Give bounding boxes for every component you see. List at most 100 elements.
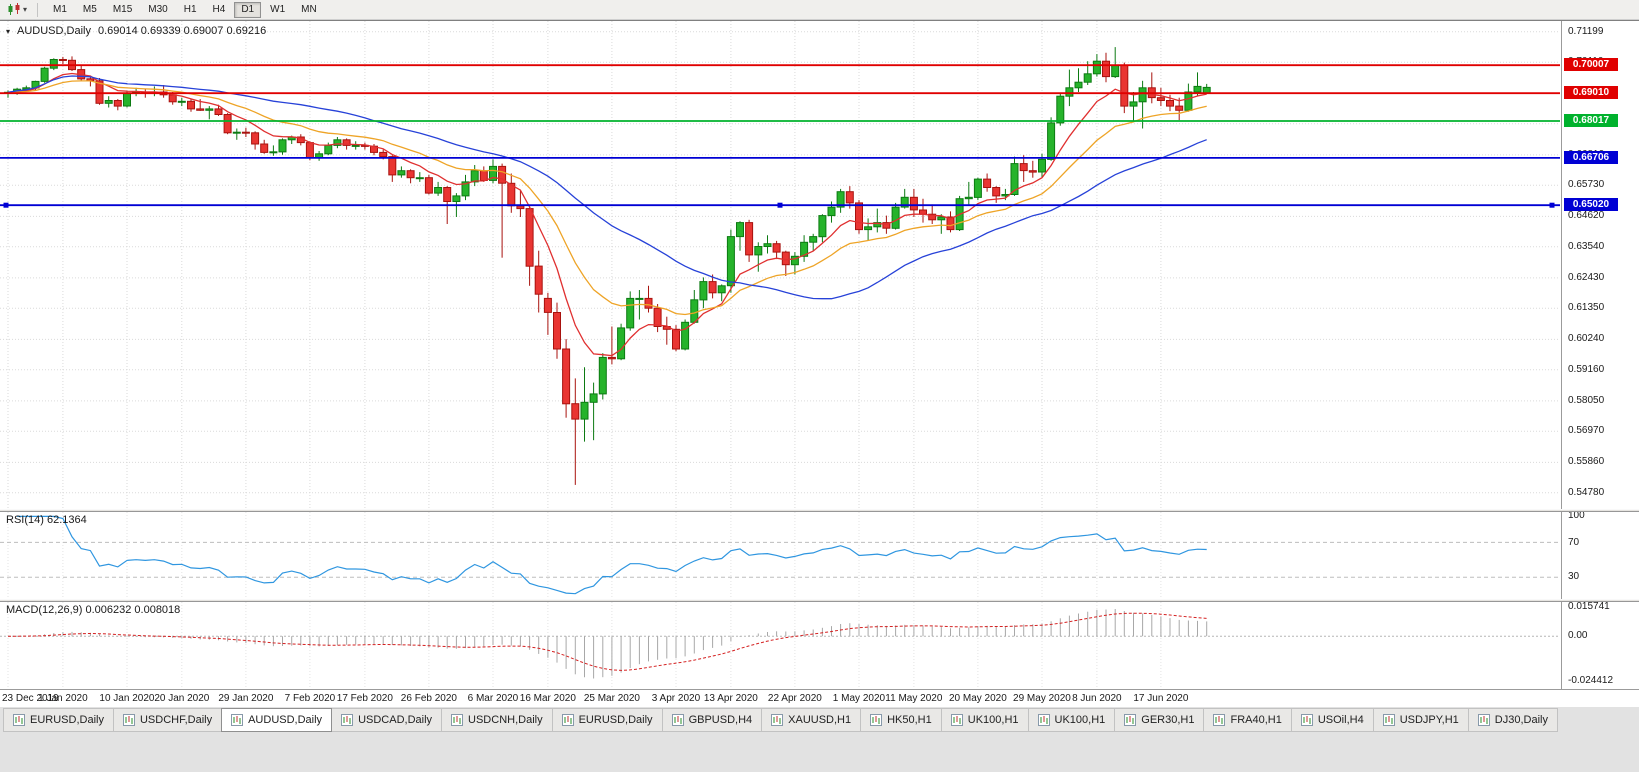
chart-icon xyxy=(950,714,963,726)
date-tick-label: 29 May 2020 xyxy=(1013,693,1071,704)
timeframe-selector: M1 M5 M15 M30 H1 H4 D1 W1 MN xyxy=(45,1,325,18)
chart-icon xyxy=(1124,714,1137,726)
date-tick-label: 1 May 2020 xyxy=(832,693,886,704)
chart-tab-label: XAUUSD,H1 xyxy=(788,714,852,726)
chart-symbol-label: AUDUSD,Daily xyxy=(17,25,91,37)
rsi-axis-label: 70 xyxy=(1568,536,1580,548)
chart-tab-label: USOil,H4 xyxy=(1317,714,1364,726)
date-tick-label: 26 Feb 2020 xyxy=(400,693,457,704)
date-tick-label: 10 Jan 2020 xyxy=(99,693,155,704)
chart-tab-xauusd-h1[interactable]: XAUUSD,H1 xyxy=(761,708,862,732)
chart-tab-ger30-h1[interactable]: GER30,H1 xyxy=(1114,708,1205,732)
rsi-label: RSI(14) 62.1364 xyxy=(6,514,87,526)
date-tick-label: 8 Jun 2020 xyxy=(1072,693,1122,704)
date-tick-label: 16 Mar 2020 xyxy=(519,693,576,704)
axis-price-label: 0.58050 xyxy=(1568,394,1605,406)
date-tick-label: 29 Jan 2020 xyxy=(218,693,274,704)
macd-axis-label: -0.024412 xyxy=(1568,675,1614,687)
axis-price-label: 0.54780 xyxy=(1568,486,1605,498)
chart-tab-label: USDCAD,Daily xyxy=(358,714,433,726)
macd-axis-label: 0.015741 xyxy=(1568,601,1610,613)
chart-tab-audusd-daily[interactable]: AUDUSD,Daily xyxy=(221,708,333,732)
chart-icon xyxy=(1213,714,1226,726)
timeframe-button-d1[interactable]: D1 xyxy=(234,1,262,18)
chart-icon xyxy=(451,714,464,726)
chart-tab-hk50-h1[interactable]: HK50,H1 xyxy=(860,708,942,732)
chart-tab-label: USDCHF,Daily xyxy=(139,714,213,726)
chart-tab-usoil-h4[interactable]: USOil,H4 xyxy=(1290,708,1374,732)
timeframe-button-h4[interactable]: H4 xyxy=(212,3,226,15)
date-tick-label: 17 Jun 2020 xyxy=(1133,693,1189,704)
axis-price-label: 0.55860 xyxy=(1568,456,1605,468)
chart-tab-uk100-h1[interactable]: UK100,H1 xyxy=(1027,708,1116,732)
timeframe-button-mn[interactable]: MN xyxy=(301,3,317,15)
timeframe-button-h1[interactable]: H1 xyxy=(183,3,197,15)
chart-title: ▾ AUDUSD,Daily 0.69014 0.69339 0.69007 0… xyxy=(6,25,266,37)
time-axis[interactable]: 23 Dec 2019 1 Jan 2020 10 Jan 2020 20 Jan 2… xyxy=(0,689,1639,707)
axis-price-label: 0.59160 xyxy=(1568,363,1605,375)
chart-tab-label: GER30,H1 xyxy=(1141,714,1195,726)
date-tick-label: 1 Jan 2020 xyxy=(38,693,88,704)
price-line-badge: 0.68017 xyxy=(1564,114,1618,127)
chart-tab-usdcnh-daily[interactable]: USDCNH,Daily xyxy=(441,708,553,732)
panel-divider[interactable] xyxy=(0,599,1639,602)
price-axis[interactable]: 0.711990.701100.690000.679200.668100.657… xyxy=(1561,21,1639,689)
chart-tab-eurusd-daily[interactable]: EURUSD,Daily xyxy=(551,708,663,732)
main-price-chart[interactable] xyxy=(0,21,1560,509)
macd-indicator-chart[interactable] xyxy=(0,602,1560,689)
chart-tab-label: EURUSD,Daily xyxy=(30,714,104,726)
rsi-axis-label: 30 xyxy=(1568,571,1580,583)
chart-tab-gbpusd-h4[interactable]: GBPUSD,H4 xyxy=(661,708,763,732)
axis-price-label: 0.63540 xyxy=(1568,240,1605,252)
timeframe-button-w1[interactable]: W1 xyxy=(270,3,286,15)
macd-label: MACD(12,26,9) 0.006232 0.008018 xyxy=(6,604,181,616)
panel-divider[interactable] xyxy=(0,509,1639,512)
chart-tab-label: USDJPY,H1 xyxy=(1399,714,1459,726)
candlestick-chart-icon xyxy=(8,3,20,15)
status-area xyxy=(0,732,1639,772)
chart-tab-label: HK50,H1 xyxy=(887,714,932,726)
axis-price-label: 0.56970 xyxy=(1568,425,1605,437)
chart-tab-label: USDCNH,Daily xyxy=(468,714,543,726)
chart-tab-dj30-daily[interactable]: DJ30,Daily xyxy=(1467,708,1558,732)
chart-tab-usdcad-daily[interactable]: USDCAD,Daily xyxy=(331,708,443,732)
date-tick-label: 13 Apr 2020 xyxy=(703,693,758,704)
chart-tab-label: UK100,H1 xyxy=(1054,714,1106,726)
chart-icon xyxy=(870,714,883,726)
timeframe-button-m30[interactable]: M30 xyxy=(148,3,168,15)
price-line-badge: 0.66706 xyxy=(1564,150,1618,164)
axis-price-label: 0.64620 xyxy=(1568,210,1605,222)
chart-icon xyxy=(122,714,135,726)
chart-icon xyxy=(671,714,684,726)
rsi-indicator-chart[interactable] xyxy=(0,512,1560,599)
chart-icon xyxy=(561,714,574,726)
timeframe-button-m1[interactable]: M1 xyxy=(53,3,67,15)
chart-tab-label: EURUSD,Daily xyxy=(578,714,653,726)
chart-tab-usdchf-daily[interactable]: USDCHF,Daily xyxy=(112,708,223,732)
chart-tab-usdjpy-h1[interactable]: USDJPY,H1 xyxy=(1372,708,1469,732)
timeframe-button-m15[interactable]: M15 xyxy=(112,3,133,15)
axis-price-label: 0.60240 xyxy=(1568,333,1605,345)
axis-price-label: 0.61350 xyxy=(1568,302,1605,314)
chart-type-button[interactable]: ▾ xyxy=(4,2,30,17)
date-tick-label: 3 Apr 2020 xyxy=(651,693,701,704)
chart-toolbar: ▾ M1 M5 M15 M30 H1 H4 D1 W1 MN xyxy=(0,0,1639,20)
date-tick-label: 20 May 2020 xyxy=(948,693,1007,704)
chart-tab-eurusd-daily[interactable]: EURUSD,Daily xyxy=(3,708,114,732)
chart-icon xyxy=(1477,714,1490,726)
chart-tab-bar: EURUSD,Daily USDCHF,Daily AUDUSD,Daily USDC… xyxy=(0,708,1639,732)
chart-icon xyxy=(1037,714,1050,726)
window-menu-icon[interactable]: ▾ xyxy=(6,26,11,36)
axis-price-label: 0.71199 xyxy=(1568,25,1604,37)
chart-tab-label: DJ30,Daily xyxy=(1494,714,1548,726)
chart-tab-fra40-h1[interactable]: FRA40,H1 xyxy=(1203,708,1292,732)
toolbar-separator xyxy=(37,2,39,17)
timeframe-button-m5[interactable]: M5 xyxy=(82,3,97,15)
chart-tab-uk100-h1[interactable]: UK100,H1 xyxy=(940,708,1029,732)
price-line-badge: 0.69010 xyxy=(1564,86,1618,100)
chart-icon xyxy=(1300,714,1313,726)
rsi-axis-label: 100 xyxy=(1568,510,1585,522)
chart-window: ▾ AUDUSD,Daily 0.69014 0.69339 0.69007 0… xyxy=(0,20,1639,707)
price-line-badge: 0.65020 xyxy=(1564,198,1618,212)
